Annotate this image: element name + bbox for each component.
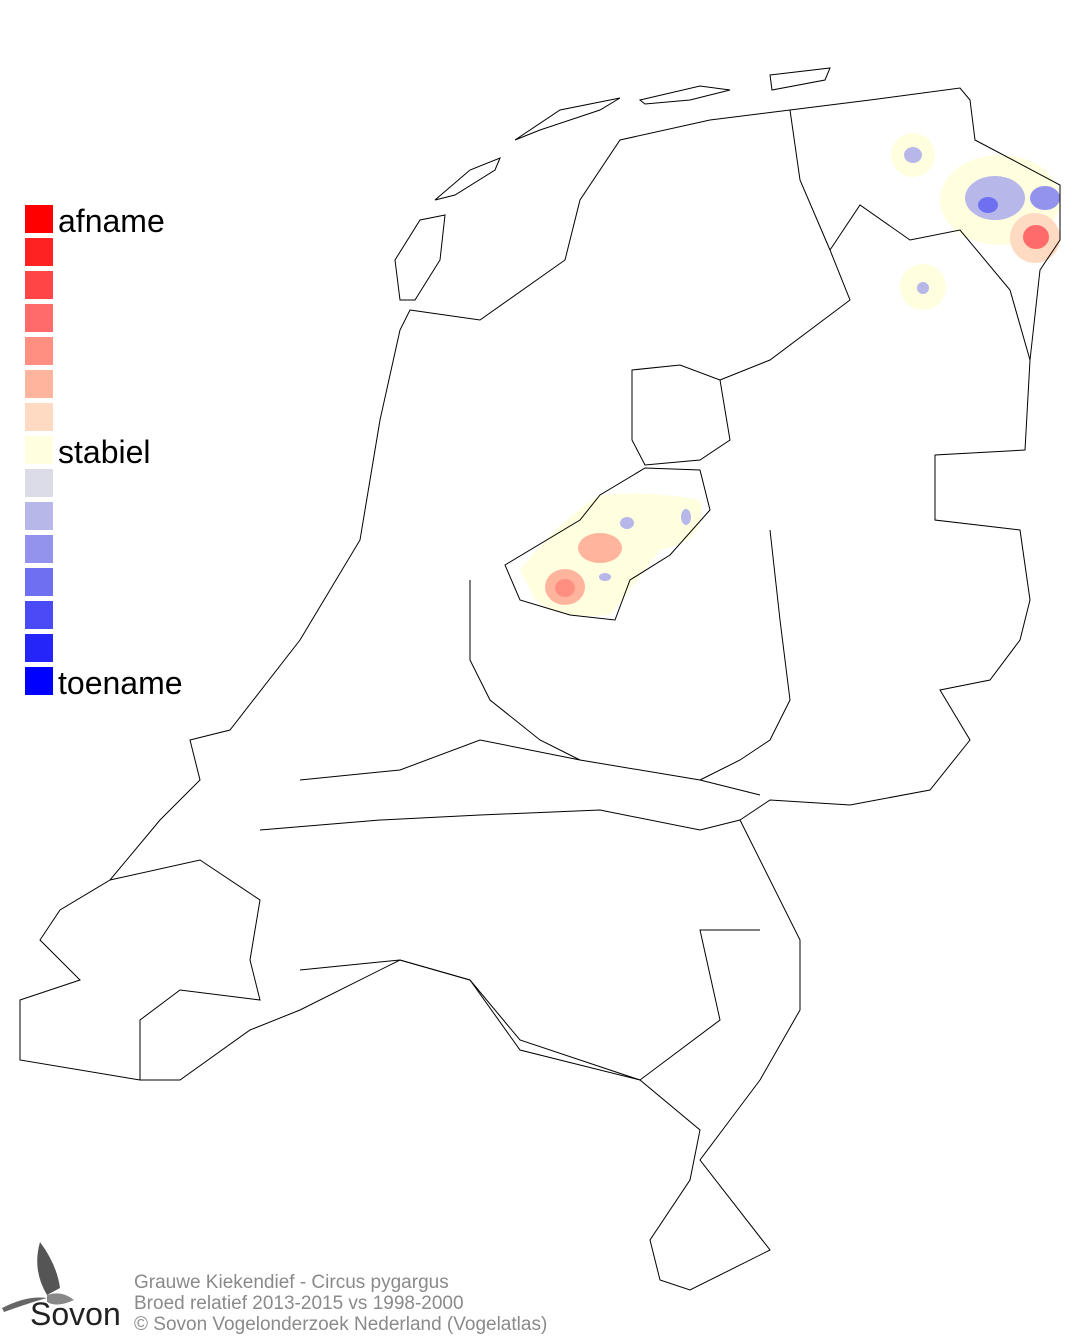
legend-swatch bbox=[25, 601, 53, 629]
province-border-brabant bbox=[299, 929, 760, 1081]
province-border-north bbox=[829, 204, 1031, 361]
legend-swatch bbox=[25, 469, 53, 497]
noordoostpolder-outline bbox=[631, 364, 731, 466]
map-caption: Grauwe Kiekendief - Circus pygargus Broe… bbox=[134, 1272, 547, 1335]
legend-label-afname: afname bbox=[58, 203, 165, 239]
flevoland-outline bbox=[504, 467, 711, 621]
sovon-logo-text: Sovon bbox=[30, 1296, 121, 1332]
blob-drenthe-core bbox=[917, 282, 929, 294]
legend-swatch bbox=[25, 634, 53, 662]
legend-swatch bbox=[25, 304, 53, 332]
province-border-friesland bbox=[719, 109, 851, 381]
swallow-icon bbox=[2, 1242, 74, 1312]
legend-swatch bbox=[25, 535, 53, 563]
mainland-outline bbox=[19, 87, 1061, 1291]
blob-north-east-blue bbox=[965, 176, 1025, 220]
legend-swatch bbox=[25, 337, 53, 365]
caption-period: Broed relatief 2013-2015 vs 1998-2000 bbox=[134, 1293, 464, 1314]
zeeland-border bbox=[109, 859, 261, 1080]
island-ameland bbox=[638, 85, 731, 105]
blob-flevo-blue1 bbox=[620, 517, 634, 529]
legend-label-toename: toename bbox=[58, 665, 183, 701]
island-vlieland bbox=[434, 157, 501, 201]
caption-species: Grauwe Kiekendief - Circus pygargus bbox=[134, 1272, 449, 1293]
province-border-utrecht bbox=[469, 580, 581, 761]
legend-swatch bbox=[25, 271, 53, 299]
island-schiermonnikoog bbox=[769, 67, 831, 91]
legend-swatch bbox=[25, 502, 53, 530]
blob-flevo-blue2 bbox=[681, 509, 691, 525]
blob-flevo-blue3 bbox=[599, 573, 611, 581]
river-line bbox=[299, 739, 761, 796]
legend-label-stabiel: stabiel bbox=[58, 434, 151, 470]
legend-swatch bbox=[25, 370, 53, 398]
province-border-gelderland bbox=[699, 529, 791, 781]
legend-swatch bbox=[25, 436, 53, 464]
legend-swatch bbox=[25, 568, 53, 596]
blob-flevo-red2 bbox=[578, 533, 622, 563]
change-blobs bbox=[520, 133, 1060, 616]
island-texel bbox=[394, 214, 446, 301]
blob-red-core bbox=[1023, 225, 1049, 249]
blob-flevo-red1-core bbox=[555, 579, 575, 597]
island-terschelling bbox=[514, 97, 621, 141]
blob-north-east-blue-core bbox=[978, 197, 998, 213]
legend-swatch bbox=[25, 403, 53, 431]
legend-swatch bbox=[25, 238, 53, 266]
legend-swatch bbox=[25, 667, 53, 695]
map-outline bbox=[19, 67, 1061, 1291]
river-line-2 bbox=[259, 809, 741, 831]
blob-north-core bbox=[904, 147, 922, 163]
caption-copyright: © Sovon Vogelonderzoek Nederland (Vogela… bbox=[134, 1314, 548, 1335]
blob-east-blue bbox=[1030, 186, 1060, 210]
legend-swatch bbox=[25, 205, 53, 233]
